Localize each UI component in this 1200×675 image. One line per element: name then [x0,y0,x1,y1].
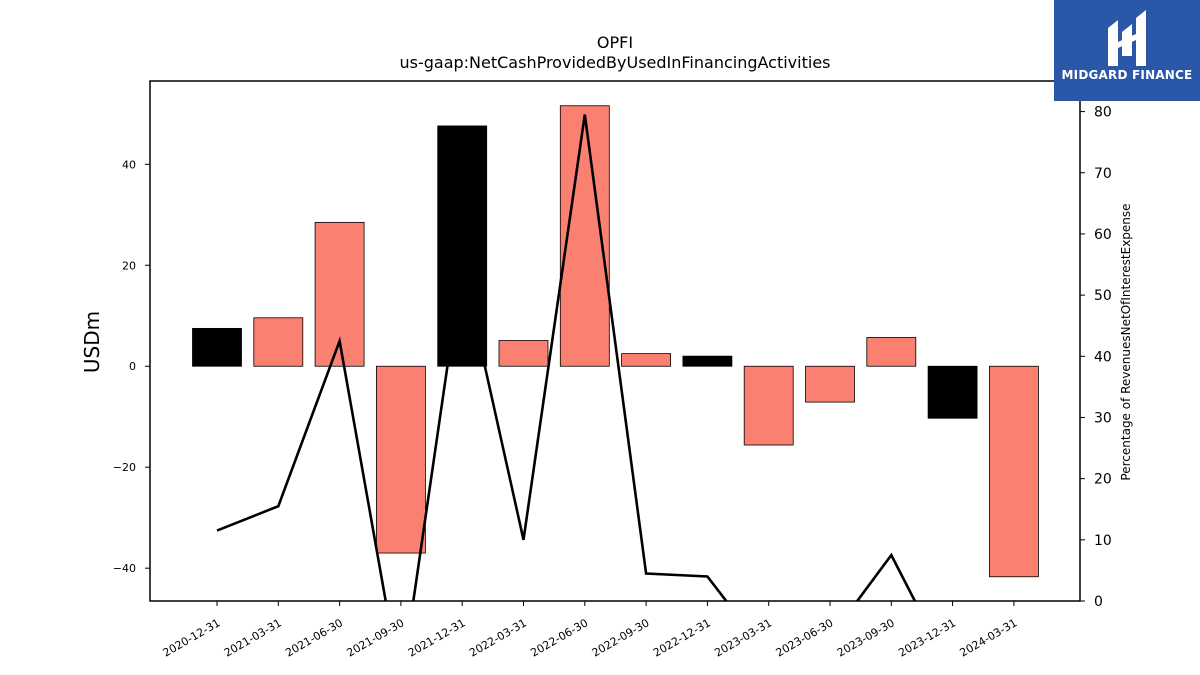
x-tick-label: 2022-09-30 [590,616,652,659]
y2-tick-label: 60 [1094,227,1112,243]
chart-title: OPFI [597,33,633,52]
y2-tick-label: 40 [1094,349,1112,365]
bar-2023-03-31 [743,365,794,446]
logo-mark-icon [1108,10,1146,66]
line-series [216,114,917,601]
bar-2023-12-31 [927,365,978,419]
x-tick-label: 2022-12-31 [651,616,713,659]
bar-2023-06-30 [805,365,855,403]
x-tick-label: 2023-09-30 [835,616,897,659]
x-tick-label: 2021-09-30 [345,616,407,659]
y2-tick-label: 0 [1094,594,1103,610]
y-tick-label: −40 [113,562,136,575]
y2-tick-label: 80 [1094,105,1112,121]
plot-frame [149,80,1081,602]
bar-2023-09-30 [866,337,917,367]
brand-name: MIDGARD FINANCE [1061,68,1193,82]
y2-axis-label: Percentage of RevenuesNetOfInterestExpen… [1119,203,1133,480]
x-tick-label: 2020-12-31 [161,616,223,659]
bar-2021-09-30 [375,365,426,554]
brand-logo: MIDGARD FINANCE [1054,0,1200,101]
y2-tick-label: 30 [1094,410,1112,426]
y-tick-label: 0 [129,360,136,373]
y-tick-label: −20 [113,461,136,474]
bar-2024-03-31 [989,365,1039,578]
x-tick-label: 2024-03-31 [958,616,1020,659]
plot-area [192,105,1039,601]
y2-tick-label: 70 [1094,166,1112,182]
bar-2022-12-31 [682,355,733,367]
y-tick-label: 20 [122,259,136,272]
bar-2020-12-31 [192,327,242,367]
x-tick-label: 2023-06-30 [774,616,836,659]
x-tick-label: 2022-06-30 [528,616,590,659]
bar-2022-03-31 [498,340,549,367]
x-tick-label: 2022-03-31 [467,616,529,659]
y2-tick-label: 20 [1094,472,1112,488]
x-tick-label: 2023-03-31 [712,616,774,659]
y2-tick-label: 10 [1094,533,1112,549]
x-tick-label: 2023-12-31 [896,616,958,659]
bar-2022-09-30 [621,353,671,367]
bar-2021-03-31 [253,317,304,367]
x-tick-label: 2021-06-30 [283,616,345,659]
y-tick-label: 40 [122,158,136,171]
x-tick-label: 2021-03-31 [222,616,284,659]
y2-tick-label: 50 [1094,288,1112,304]
bar-2021-12-31 [437,125,488,367]
y-axis-label: USDm [80,311,104,373]
x-tick-label: 2021-12-31 [406,616,468,659]
chart-subtitle: us-gaap:NetCashProvidedByUsedInFinancing… [399,53,830,72]
